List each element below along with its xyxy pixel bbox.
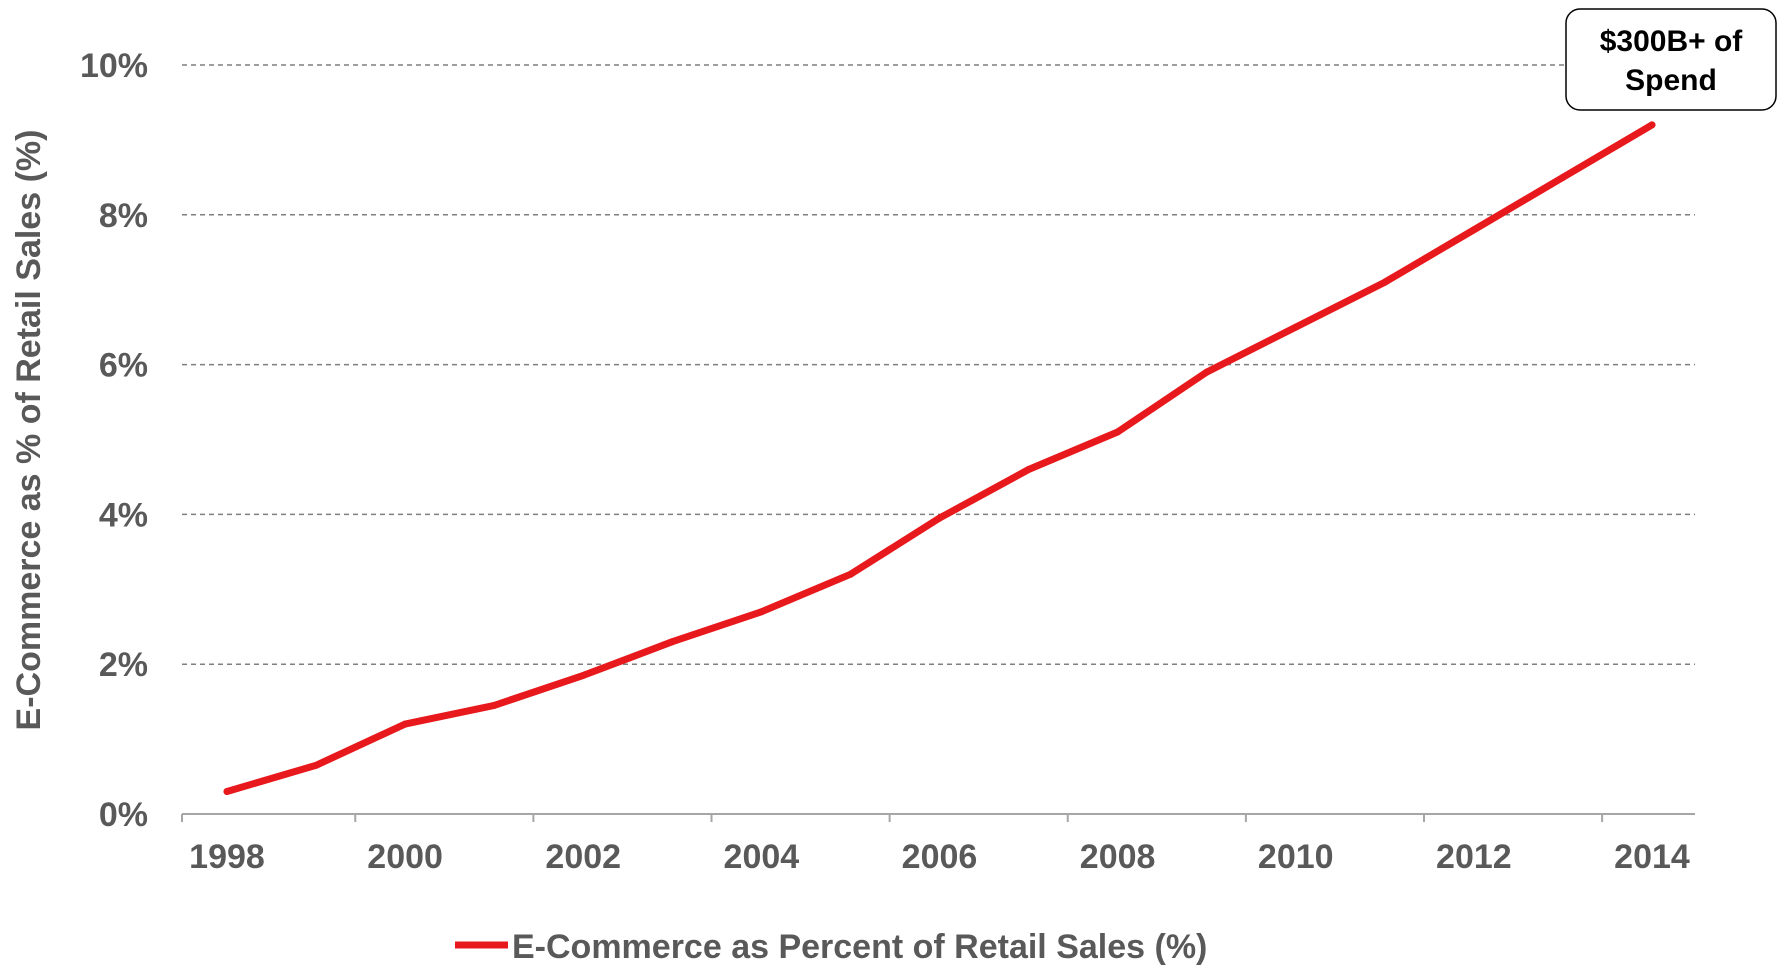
series-layer <box>223 121 1656 796</box>
axes <box>181 813 1695 822</box>
y-tick-labels: 0% 2% 4% 6% 8% 10% <box>80 47 148 834</box>
data-point <box>1025 465 1033 473</box>
data-point <box>1203 368 1211 376</box>
data-point <box>401 720 409 728</box>
data-point <box>1114 428 1122 436</box>
y-tick-label: 2% <box>99 646 148 684</box>
data-point <box>846 570 854 578</box>
data-point <box>1648 121 1656 129</box>
x-tick-label: 2002 <box>545 838 621 876</box>
gridlines <box>182 64 1695 665</box>
data-point <box>757 608 765 616</box>
data-point <box>1470 226 1478 234</box>
x-tick-labels: 1998 2000 2002 2004 2006 2008 2010 2012 2014 <box>189 838 1690 876</box>
y-tick-label: 6% <box>99 347 148 385</box>
x-tick-label: 2006 <box>902 838 978 876</box>
y-tick-label: 4% <box>99 496 148 534</box>
data-point <box>1381 278 1389 286</box>
data-point <box>579 671 587 679</box>
legend-label: E-Commerce as Percent of Retail Sales (%… <box>512 928 1207 966</box>
y-tick-label: 8% <box>99 197 148 235</box>
data-point <box>936 514 943 522</box>
data-point <box>668 638 676 646</box>
legend: E-Commerce as Percent of Retail Sales (%… <box>455 928 1207 966</box>
y-tick-label: 0% <box>99 796 148 834</box>
y-axis-title: E-Commerce as % of Retail Sales (%) <box>10 130 48 731</box>
x-tick-label: 1998 <box>189 838 265 876</box>
x-tick-label: 2008 <box>1080 838 1156 876</box>
x-tick-label: 2010 <box>1258 838 1334 876</box>
data-point <box>1559 173 1567 181</box>
annotation-callout: $300B+ of Spend <box>1565 8 1777 111</box>
annotation-box <box>1565 8 1777 111</box>
y-tick-label: 10% <box>80 47 148 85</box>
x-tick-label: 2004 <box>724 838 800 876</box>
x-tick-label: 2000 <box>367 838 443 876</box>
x-tick-label: 2014 <box>1614 838 1690 876</box>
data-point <box>490 701 498 709</box>
series-line-0 <box>223 121 1656 795</box>
annotation-line-1: $300B+ of <box>1600 25 1744 58</box>
data-point <box>223 788 231 796</box>
data-point <box>1292 323 1300 331</box>
x-tick-label: 2012 <box>1436 838 1512 876</box>
data-point <box>312 761 320 769</box>
annotation-line-2: Spend <box>1625 64 1717 97</box>
